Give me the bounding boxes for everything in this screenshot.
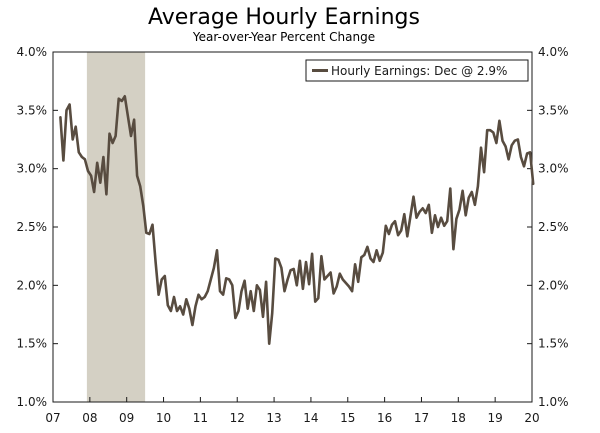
y-axis-left: 1.0% 1.5% 2.0% 2.5% 3.0% 3.5% 4.0% bbox=[17, 45, 58, 409]
y-tick-label: 2.0% bbox=[538, 278, 569, 292]
y-tick-label: 2.5% bbox=[17, 220, 48, 234]
y-tick-label: 1.0% bbox=[17, 395, 48, 409]
legend-box bbox=[305, 59, 529, 82]
x-tick-label: 18 bbox=[451, 411, 466, 425]
x-tick-label: 08 bbox=[82, 411, 97, 425]
y-tick-label: 1.0% bbox=[538, 395, 569, 409]
series-layer bbox=[59, 95, 535, 346]
x-tick-label: 09 bbox=[119, 411, 134, 425]
x-tick-label: 15 bbox=[340, 411, 355, 425]
y-tick-label: 4.0% bbox=[17, 45, 48, 59]
y-tick-label: 3.5% bbox=[538, 103, 569, 117]
x-tick-label: 10 bbox=[156, 411, 171, 425]
x-tick-label: 07 bbox=[45, 411, 60, 425]
y-tick-label: 2.5% bbox=[538, 220, 569, 234]
y-tick-label: 3.5% bbox=[17, 103, 48, 117]
legend-label: Hourly Earnings: Dec @ 2.9% bbox=[331, 64, 507, 78]
recession-shading bbox=[86, 52, 146, 402]
recession-layer bbox=[86, 52, 146, 402]
x-tick-label: 13 bbox=[266, 411, 281, 425]
x-tick-label: 19 bbox=[488, 411, 503, 425]
x-tick-label: 14 bbox=[303, 411, 318, 425]
x-tick-label: 17 bbox=[414, 411, 429, 425]
legend: Hourly Earnings: Dec @ 2.9% bbox=[305, 59, 529, 82]
y-tick-label: 4.0% bbox=[538, 45, 569, 59]
chart-subtitle: Year-over-Year Percent Change bbox=[192, 30, 375, 44]
series-line bbox=[59, 95, 535, 346]
y-tick-label: 2.0% bbox=[17, 278, 48, 292]
x-tick-label: 20 bbox=[524, 411, 539, 425]
y-tick-label: 3.0% bbox=[538, 162, 569, 176]
y-tick-label: 1.5% bbox=[17, 337, 48, 351]
chart-title: Average Hourly Earnings bbox=[148, 5, 420, 30]
y-tick-label: 1.5% bbox=[538, 337, 569, 351]
x-tick-label: 12 bbox=[230, 411, 245, 425]
y-tick-label: 3.0% bbox=[17, 162, 48, 176]
x-tick-label: 16 bbox=[377, 411, 392, 425]
x-tick-label: 11 bbox=[193, 411, 208, 425]
y-axis-right: 1.0% 1.5% 2.0% 2.5% 3.0% 3.5% 4.0% bbox=[527, 45, 569, 409]
x-axis: 07 08 09 10 11 12 13 14 15 16 17 18 19 20 bbox=[45, 397, 540, 425]
